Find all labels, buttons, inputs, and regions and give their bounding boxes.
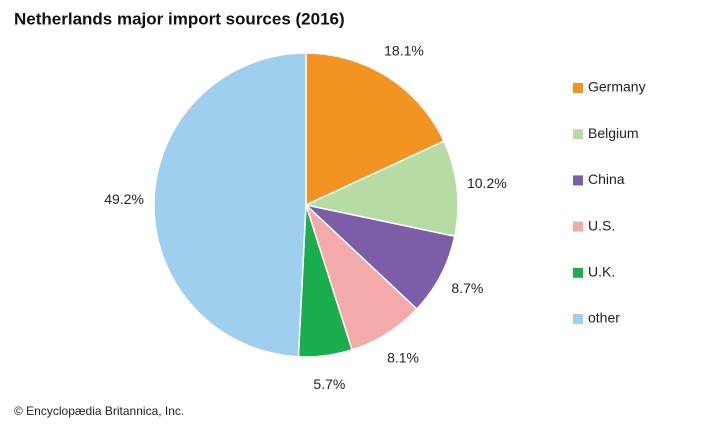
legend-swatch <box>573 83 583 93</box>
chart-title: Netherlands major import sources (2016) <box>14 9 345 28</box>
legend-label: Germany <box>588 79 646 95</box>
legend-label: Belgium <box>588 125 639 141</box>
legend-swatch <box>573 314 583 324</box>
legend-label: U.S. <box>588 217 615 233</box>
credit: © Encyclopædia Britannica, Inc. <box>14 404 184 418</box>
legend-swatch <box>573 267 583 278</box>
pie-slice <box>303 203 456 311</box>
legend-label: U.K. <box>588 264 615 280</box>
slice-label: 8.7% <box>451 280 483 296</box>
slice-label: 18.1% <box>384 42 424 58</box>
slice-label: 49.2% <box>104 191 144 207</box>
pie-slice <box>153 52 307 358</box>
pie-slice <box>305 52 445 207</box>
legend-label: other <box>588 310 620 326</box>
slice-label: 8.1% <box>387 350 419 366</box>
slice-label: 5.7% <box>313 376 345 392</box>
legend-swatch <box>573 175 583 186</box>
legend-swatch <box>573 129 583 140</box>
legend-label: China <box>588 171 625 187</box>
slice-label: 10.2% <box>467 175 507 191</box>
legend-swatch <box>573 221 583 232</box>
